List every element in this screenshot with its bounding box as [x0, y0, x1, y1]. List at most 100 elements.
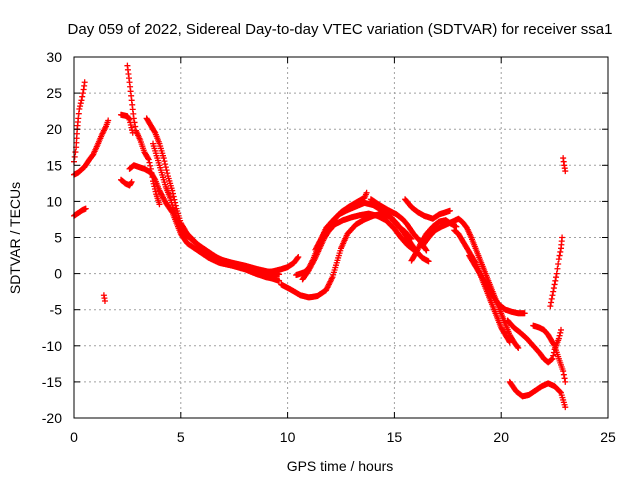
- x-tick-label: 10: [280, 429, 296, 445]
- series-sat-w: [530, 322, 569, 385]
- data-point: [555, 335, 562, 342]
- data-point: [557, 329, 564, 336]
- data-point: [423, 247, 430, 254]
- data-point: [79, 90, 86, 97]
- data-point: [276, 277, 283, 284]
- data-point: [422, 246, 429, 253]
- data-point: [446, 207, 453, 214]
- data-point: [556, 252, 563, 259]
- data-point: [425, 258, 432, 265]
- data-point: [506, 337, 513, 344]
- data-point: [77, 103, 84, 110]
- x-tick-label: 25: [600, 429, 616, 445]
- data-points: [71, 62, 569, 411]
- y-tick-label: 20: [46, 121, 62, 137]
- data-point: [555, 256, 562, 263]
- data-point: [128, 178, 135, 185]
- data-point: [163, 167, 170, 174]
- data-point: [130, 115, 137, 122]
- data-point: [81, 79, 88, 86]
- axis-ticks: 0 5 10 15 20 25 -20 -15 -10 -5 0 5 10 15 20 25 30: [42, 49, 616, 445]
- series-sat-c: [71, 79, 88, 165]
- series-sat-z: [560, 155, 569, 175]
- series-sat-j: [150, 140, 283, 284]
- data-point: [553, 274, 560, 281]
- data-point: [145, 156, 152, 163]
- data-point: [131, 119, 138, 126]
- data-point: [162, 161, 169, 168]
- data-point: [77, 100, 84, 107]
- data-point: [548, 299, 555, 306]
- data-point: [294, 254, 301, 261]
- series-sat-h: [126, 162, 280, 283]
- data-point: [363, 189, 370, 196]
- y-tick-label: -15: [42, 374, 62, 390]
- x-tick-label: 15: [387, 429, 403, 445]
- data-point: [78, 97, 85, 104]
- data-point: [132, 123, 139, 130]
- data-point: [559, 234, 566, 241]
- series-sat-s: [419, 215, 522, 351]
- data-point: [556, 332, 563, 339]
- data-point: [407, 235, 414, 242]
- y-tick-label: 0: [54, 266, 62, 282]
- y-tick-label: 10: [46, 193, 62, 209]
- data-point: [79, 93, 86, 100]
- data-point: [82, 205, 89, 212]
- y-tick-label: -10: [42, 338, 62, 354]
- chart-title: Day 059 of 2022, Sidereal Day-to-day VTE…: [68, 21, 613, 38]
- data-point: [550, 285, 557, 292]
- data-point: [156, 201, 163, 208]
- data-point: [521, 310, 528, 317]
- data-point: [554, 265, 561, 272]
- data-point: [555, 260, 562, 267]
- data-point: [550, 341, 557, 348]
- data-point: [408, 235, 415, 242]
- x-tick-label: 5: [177, 429, 185, 445]
- y-tick-label: 25: [46, 85, 62, 101]
- x-tick-label: 20: [493, 429, 509, 445]
- data-point: [295, 253, 302, 260]
- data-point: [105, 117, 112, 124]
- data-point: [560, 371, 567, 378]
- data-point: [548, 295, 555, 302]
- data-point: [151, 175, 158, 182]
- y-tick-label: 15: [46, 157, 62, 173]
- y-tick-label: 5: [54, 230, 62, 246]
- data-point: [562, 378, 569, 385]
- data-point: [160, 155, 167, 162]
- data-point: [164, 170, 171, 177]
- data-point: [127, 180, 134, 187]
- data-point: [558, 326, 565, 333]
- series-sat-k: [261, 253, 302, 276]
- data-point: [145, 155, 152, 162]
- series-sat-q: [402, 196, 453, 222]
- series-sat-v: [504, 317, 565, 366]
- data-point: [553, 270, 560, 277]
- series-sat-f: [117, 111, 136, 136]
- data-point: [453, 223, 460, 230]
- data-point: [147, 162, 154, 169]
- data-point: [557, 389, 564, 396]
- data-point: [561, 375, 568, 382]
- series-sat-b: [71, 205, 89, 219]
- series-sat-x: [547, 234, 566, 310]
- data-point: [557, 248, 564, 255]
- y-tick-label: 30: [46, 49, 62, 65]
- data-point: [515, 344, 522, 351]
- series-sat-y: [506, 378, 569, 411]
- data-point: [162, 164, 169, 171]
- y-tick-label: -20: [42, 410, 62, 426]
- series-sat-d: [100, 292, 108, 305]
- series-sat-t: [451, 227, 513, 346]
- data-point: [72, 149, 79, 156]
- data-point: [101, 298, 108, 305]
- series-sat-e: [117, 176, 135, 189]
- series-sat-o: [312, 189, 370, 253]
- data-point: [550, 352, 557, 359]
- y-tick-label: -5: [50, 302, 63, 318]
- data-point: [506, 339, 513, 346]
- data-point: [562, 168, 569, 175]
- series-sat-u: [466, 252, 528, 317]
